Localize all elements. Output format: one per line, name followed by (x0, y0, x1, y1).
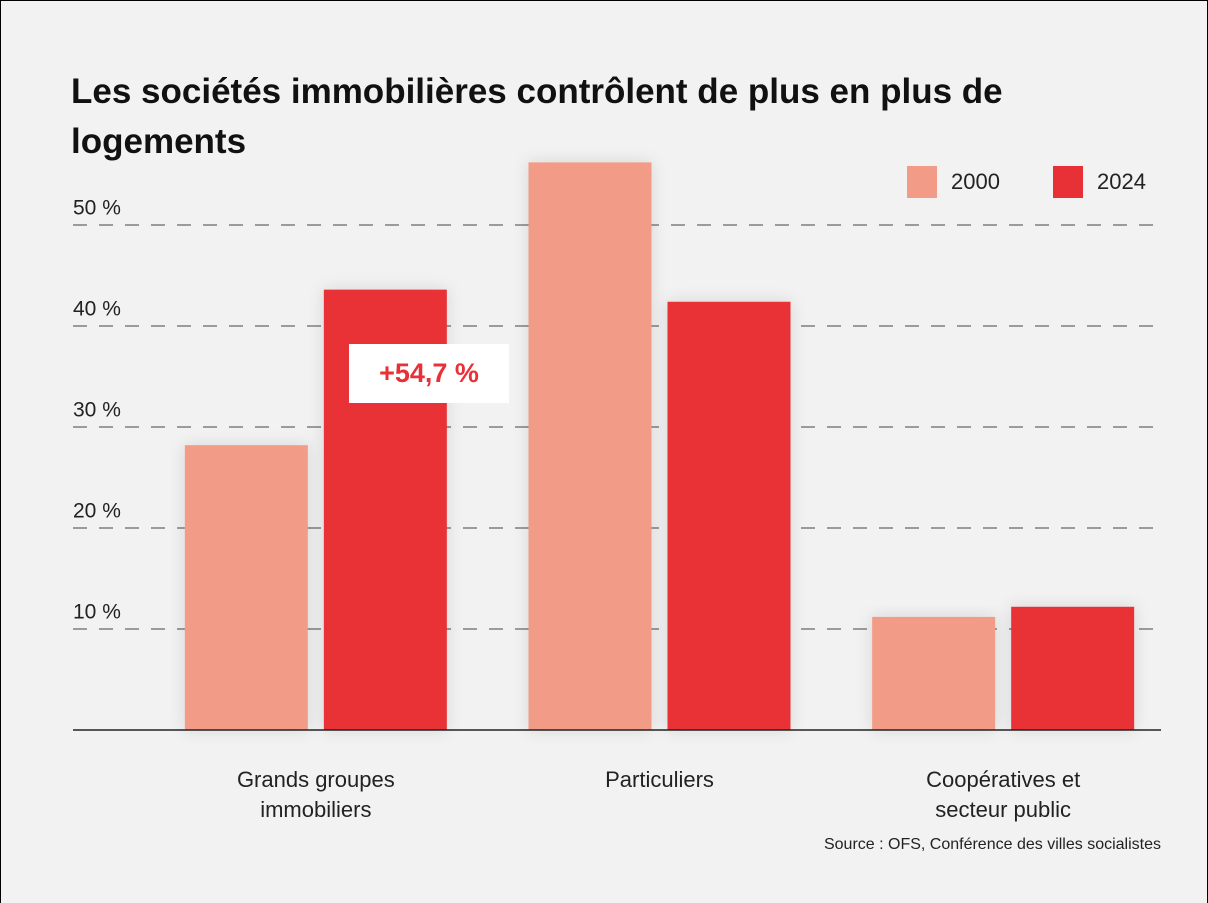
x-tick-label: Coopératives et secteur public (926, 767, 1081, 822)
bar (872, 616, 996, 730)
source-note: Source : OFS, Conférence des villes soci… (823, 836, 1161, 853)
y-tick-label: 10 % (73, 601, 121, 624)
bar (528, 162, 652, 730)
y-tick-label: 20 % (73, 500, 121, 523)
bar (667, 301, 791, 730)
y-tick-label: 50 % (73, 197, 121, 220)
chart-title: Les sociétés immobilières contrôlent de … (71, 72, 1003, 161)
x-tick-label: Particuliers (605, 767, 714, 792)
y-tick-label: 30 % (73, 399, 121, 422)
legend-label: 2000 (951, 169, 1000, 194)
legend-label: 2024 (1097, 169, 1146, 194)
bar (184, 445, 308, 730)
y-tick-label: 40 % (73, 298, 121, 321)
legend-swatch (1053, 166, 1083, 198)
x-tick-label: Grands groupes immobiliers (236, 767, 395, 822)
annotation-box (349, 344, 509, 403)
annotation: +54,7 % (379, 358, 479, 388)
legend-swatch (907, 166, 937, 198)
bar (1011, 606, 1135, 730)
